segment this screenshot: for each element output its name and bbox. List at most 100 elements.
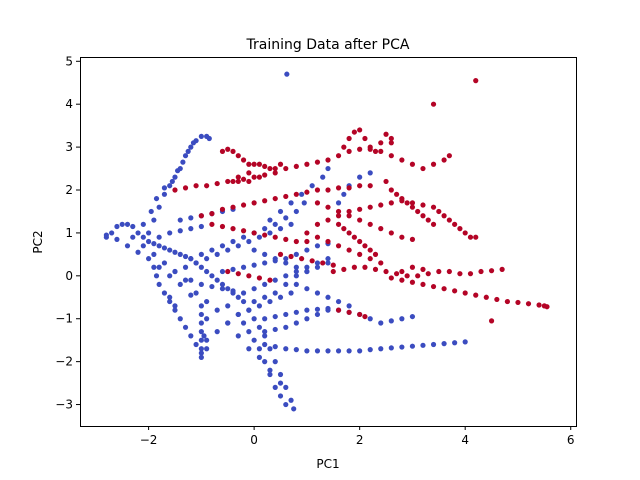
data-point-series-1 [378,260,384,266]
chart-title: Training Data after PCA [246,37,410,53]
data-point-series-1 [314,221,321,227]
data-point-series-0 [309,183,315,189]
data-point-series-1 [230,226,236,232]
data-point-series-1 [420,165,426,172]
data-point-series-1 [209,221,215,227]
x-tick-label: 0 [250,433,258,447]
data-point-series-1 [283,193,289,200]
data-point-series-1 [378,202,384,208]
data-point-series-1 [357,146,363,152]
data-point-series-0 [399,316,405,322]
data-point-series-1 [304,230,310,236]
data-point-series-1 [198,213,204,219]
data-point-series-1 [219,223,226,230]
data-point-series-0 [293,320,299,326]
data-point-series-1 [351,264,357,270]
data-point-series-1 [383,178,389,185]
data-point-series-1 [478,268,484,275]
data-point-series-1 [246,170,252,176]
data-point-series-0 [325,260,331,266]
data-point-series-0 [409,343,416,349]
data-point-series-1 [462,230,468,236]
data-point-series-0 [209,283,215,290]
data-point-series-0 [172,249,178,255]
data-point-series-0 [204,268,210,275]
data-point-series-0 [188,226,194,232]
data-point-series-1 [494,296,500,303]
y-tick-label: 0 [65,269,73,283]
data-point-series-0 [198,329,204,335]
data-point-series-1 [362,243,368,249]
y-tick-label: 2 [65,183,73,197]
data-point-series-1 [314,234,321,240]
data-point-series-0 [151,217,157,223]
data-point-series-0 [161,260,168,266]
data-point-series-0 [299,191,305,197]
data-point-series-0 [235,333,241,339]
data-point-series-1 [330,262,336,268]
data-point-series-1 [235,174,241,180]
data-point-series-1 [240,228,247,234]
data-point-series-1 [325,157,331,163]
data-point-series-0 [420,342,426,348]
y-tick-label: 3 [65,140,73,154]
data-point-series-0 [293,273,299,279]
data-point-series-0 [214,251,220,257]
data-point-series-1 [304,161,310,167]
data-point-series-0 [325,348,331,354]
data-point-series-0 [177,217,183,223]
data-point-series-0 [301,200,307,206]
data-point-series-0 [219,268,226,275]
data-point-series-0 [167,230,173,236]
data-point-series-1 [362,264,368,270]
data-point-series-1 [488,268,495,274]
data-point-series-0 [267,371,273,378]
data-point-series-1 [225,178,231,185]
data-point-series-0 [161,185,168,191]
data-point-series-0 [130,234,136,240]
y-tick-label: −1 [55,312,73,326]
data-point-series-1 [256,174,262,180]
data-point-series-0 [235,311,241,318]
data-point-series-1 [409,236,416,242]
data-point-series-0 [399,344,405,350]
data-point-series-0 [304,268,310,275]
data-point-series-0 [177,251,183,257]
data-point-series-0 [182,277,189,283]
data-point-series-0 [190,140,197,146]
data-point-series-1 [346,230,352,236]
data-point-series-0 [346,348,352,354]
data-point-series-0 [214,307,220,313]
data-point-series-0 [188,144,194,150]
data-point-series-1 [325,238,331,245]
data-point-series-1 [388,153,394,159]
data-point-series-1 [420,202,426,208]
data-point-series-0 [452,340,458,346]
data-point-series-1 [388,187,394,193]
data-point-series-1 [425,271,431,277]
data-point-series-0 [367,170,373,176]
data-point-series-1 [267,277,273,283]
data-point-series-0 [304,264,310,270]
data-point-series-0 [109,230,115,236]
x-tick-label: 6 [567,433,575,447]
data-point-series-1 [283,236,289,242]
data-point-series-1 [367,144,373,150]
data-point-series-0 [283,401,289,408]
data-point-series-1 [251,161,257,167]
data-point-series-0 [182,253,189,260]
data-point-series-0 [204,316,210,322]
data-point-series-1 [399,277,405,283]
data-point-series-1 [262,163,268,170]
data-point-series-1 [420,281,426,288]
data-point-series-0 [209,273,215,279]
data-point-series-1 [240,176,247,182]
data-point-series-0 [246,329,252,335]
data-point-series-1 [262,172,268,178]
data-point-series-0 [277,380,284,386]
data-point-series-1 [420,213,426,219]
data-point-series-0 [262,341,268,348]
data-point-series-0 [388,318,394,324]
data-point-series-0 [204,298,210,305]
